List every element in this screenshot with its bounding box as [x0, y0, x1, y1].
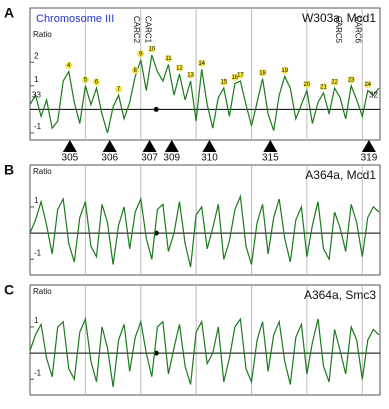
marker-triangle — [263, 140, 278, 152]
end-label: 33 — [32, 90, 41, 99]
peak-label: 6 — [95, 80, 99, 86]
y-tick-label: 1 — [34, 316, 39, 325]
peak-dot — [347, 76, 355, 84]
peak-label: 19 — [281, 68, 288, 74]
peak-label: 18 — [259, 70, 266, 76]
y-tick-label: -1 — [34, 248, 42, 257]
peak-dot — [65, 62, 73, 70]
peak-label: 4 — [67, 63, 71, 69]
panel-frame — [29, 7, 381, 141]
peak-dot — [148, 45, 156, 53]
peak-dot — [131, 66, 139, 74]
panel-label: A — [4, 5, 14, 21]
marker-triangle — [164, 140, 179, 152]
peak-dot — [81, 76, 89, 84]
peak-label: 20 — [304, 82, 311, 88]
chart-title: W303a, Mcd1 — [302, 11, 376, 25]
peak-label: 5 — [84, 77, 88, 83]
peak-label: 23 — [348, 77, 355, 83]
carc-label: CARC2 — [132, 16, 141, 44]
peak-dot — [320, 83, 328, 91]
marker-label: 315 — [262, 153, 279, 164]
y-tick-label: 1 — [34, 75, 39, 84]
peak-label: 7 — [117, 87, 121, 93]
peak-dot — [231, 73, 239, 81]
peak-label: 15 — [220, 80, 227, 86]
peak-label: 13 — [187, 73, 194, 79]
y-axis-label: Ratio — [33, 287, 52, 296]
y-axis-label: Ratio — [33, 167, 52, 176]
y-tick-label: -1 — [34, 368, 42, 377]
chart-subtitle: Chromosome III — [36, 13, 114, 25]
peak-label: 24 — [364, 82, 371, 88]
peak-dot — [331, 78, 339, 86]
peak-dot — [236, 71, 244, 79]
peak-dot — [164, 55, 172, 63]
marker-triangle — [102, 140, 117, 152]
carc-label: CARC1 — [143, 16, 152, 44]
marker-triangle — [361, 140, 376, 152]
peak-label: 22 — [331, 80, 338, 86]
peak-dot — [115, 85, 123, 93]
marker-label: 307 — [141, 153, 158, 164]
peak-label: 11 — [165, 56, 172, 62]
y-tick-label: -1 — [34, 122, 42, 131]
peak-dot — [187, 71, 195, 79]
marker-label: 319 — [361, 153, 378, 164]
panel-frame — [29, 284, 381, 396]
panel-label: C — [4, 282, 14, 298]
peak-dot — [281, 66, 289, 74]
peak-label: 9 — [139, 51, 143, 57]
marker-label: 306 — [101, 153, 118, 164]
y-tick-label: 2 — [34, 51, 39, 60]
peak-dot — [220, 78, 228, 86]
marker-label: 310 — [201, 153, 218, 164]
peak-dot — [198, 59, 206, 67]
peak-dot — [259, 69, 267, 77]
marker-label: 305 — [62, 153, 79, 164]
y-tick-label: 1 — [34, 196, 39, 205]
peak-dot — [92, 78, 100, 86]
peak-dot — [137, 50, 145, 58]
marker-label: 309 — [163, 153, 180, 164]
peak-label: 17 — [237, 73, 244, 79]
peak-label: 14 — [198, 61, 205, 67]
peak-label: 16 — [232, 75, 239, 81]
centromere — [153, 106, 159, 112]
marker-triangle — [62, 140, 77, 152]
y-axis-label: Ratio — [33, 30, 52, 39]
carc-label: CARC5 — [334, 16, 343, 44]
panel-frame — [29, 164, 381, 276]
carc-label: CARC6 — [354, 16, 363, 44]
chart-title: A364a, Smc3 — [304, 288, 376, 302]
peak-label: 8 — [134, 68, 138, 74]
data-line — [29, 194, 380, 268]
peak-dot — [176, 64, 184, 72]
peak-dot — [364, 81, 372, 88]
panel-label: B — [4, 162, 14, 178]
peak-dot — [303, 81, 311, 88]
marker-triangle — [142, 140, 157, 152]
marker-triangle — [202, 140, 217, 152]
end-label: 32 — [369, 90, 378, 99]
peak-label: 10 — [148, 47, 155, 53]
peak-label: 21 — [320, 84, 327, 90]
chart-title: A364a, Mcd1 — [305, 168, 376, 182]
peak-label: 12 — [176, 66, 183, 72]
data-line — [29, 54, 380, 134]
data-line — [29, 316, 380, 388]
